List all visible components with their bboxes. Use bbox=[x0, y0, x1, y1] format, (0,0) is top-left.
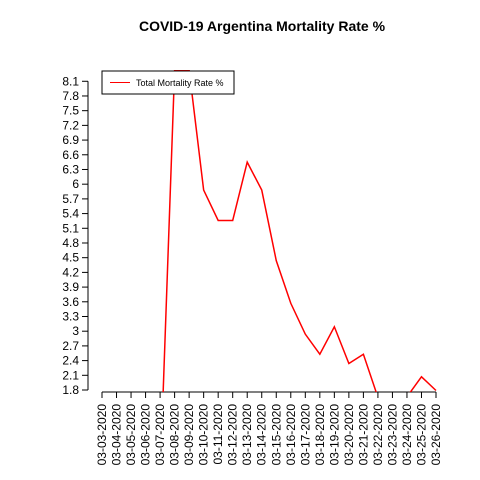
y-tick-label: 8.1 bbox=[62, 74, 79, 88]
y-tick-label: 3.9 bbox=[62, 280, 79, 294]
x-tick-label: 03-12-2020 bbox=[226, 404, 240, 466]
x-tick-label: 03-05-2020 bbox=[124, 404, 138, 466]
y-tick-label: 2.4 bbox=[62, 354, 79, 368]
x-tick-label: 03-26-2020 bbox=[429, 404, 443, 466]
x-tick-label: 03-18-2020 bbox=[313, 404, 327, 466]
x-tick-label: 03-24-2020 bbox=[400, 404, 414, 466]
x-tick-label: 03-07-2020 bbox=[153, 404, 167, 466]
y-tick-label: 6.3 bbox=[62, 162, 79, 176]
x-tick-label: 03-20-2020 bbox=[342, 404, 356, 466]
y-tick-label: 5.4 bbox=[62, 207, 79, 221]
x-tick-label: 03-25-2020 bbox=[414, 404, 428, 466]
y-tick-label: 2.7 bbox=[62, 339, 79, 353]
x-tick-label: 03-21-2020 bbox=[356, 404, 370, 466]
y-tick-label: 7.2 bbox=[62, 118, 79, 132]
x-tick-label: 03-14-2020 bbox=[255, 404, 269, 466]
x-tick-label: 03-09-2020 bbox=[182, 404, 196, 466]
x-tick-label: 03-11-2020 bbox=[211, 404, 225, 465]
x-tick-label: 03-23-2020 bbox=[385, 404, 399, 466]
chart-title: COVID-19 Argentina Mortality Rate % bbox=[139, 18, 386, 34]
x-tick-label: 03-13-2020 bbox=[240, 404, 254, 466]
x-tick-label: 03-17-2020 bbox=[298, 404, 312, 466]
y-tick-label: 5.1 bbox=[62, 221, 79, 235]
legend-label: Total Mortality Rate % bbox=[136, 78, 224, 88]
data-line bbox=[162, 70, 437, 392]
y-tick-label: 6.9 bbox=[62, 133, 79, 147]
y-tick-label: 5.7 bbox=[62, 192, 79, 206]
y-tick-label: 3.6 bbox=[62, 295, 79, 309]
y-tick-label: 3.3 bbox=[62, 309, 79, 323]
plot-area bbox=[162, 70, 437, 392]
x-tick-label: 03-03-2020 bbox=[95, 404, 109, 466]
y-tick-label: 4.8 bbox=[62, 236, 79, 250]
legend-box bbox=[101, 70, 235, 95]
y-tick-label: 4.2 bbox=[62, 265, 79, 279]
x-tick-label: 03-04-2020 bbox=[110, 404, 124, 466]
x-tick-label: 03-22-2020 bbox=[371, 404, 385, 466]
y-tick-label: 6 bbox=[72, 177, 79, 191]
y-tick-label: 7.5 bbox=[62, 104, 79, 118]
x-tick-label: 03-08-2020 bbox=[168, 404, 182, 466]
y-tick-label: 6.6 bbox=[62, 148, 79, 162]
x-tick-label: 03-06-2020 bbox=[139, 404, 153, 466]
x-tick-label: 03-19-2020 bbox=[327, 404, 341, 466]
y-tick-label: 3 bbox=[72, 324, 79, 338]
y-tick-label: 1.8 bbox=[62, 383, 79, 397]
y-tick-label: 4.5 bbox=[62, 251, 79, 265]
x-tick-label: 03-10-2020 bbox=[197, 404, 211, 466]
x-tick-label: 03-16-2020 bbox=[284, 404, 298, 466]
x-tick-label: 03-15-2020 bbox=[269, 404, 283, 466]
y-tick-label: 7.8 bbox=[62, 89, 79, 103]
y-tick-label: 2.1 bbox=[62, 368, 79, 382]
